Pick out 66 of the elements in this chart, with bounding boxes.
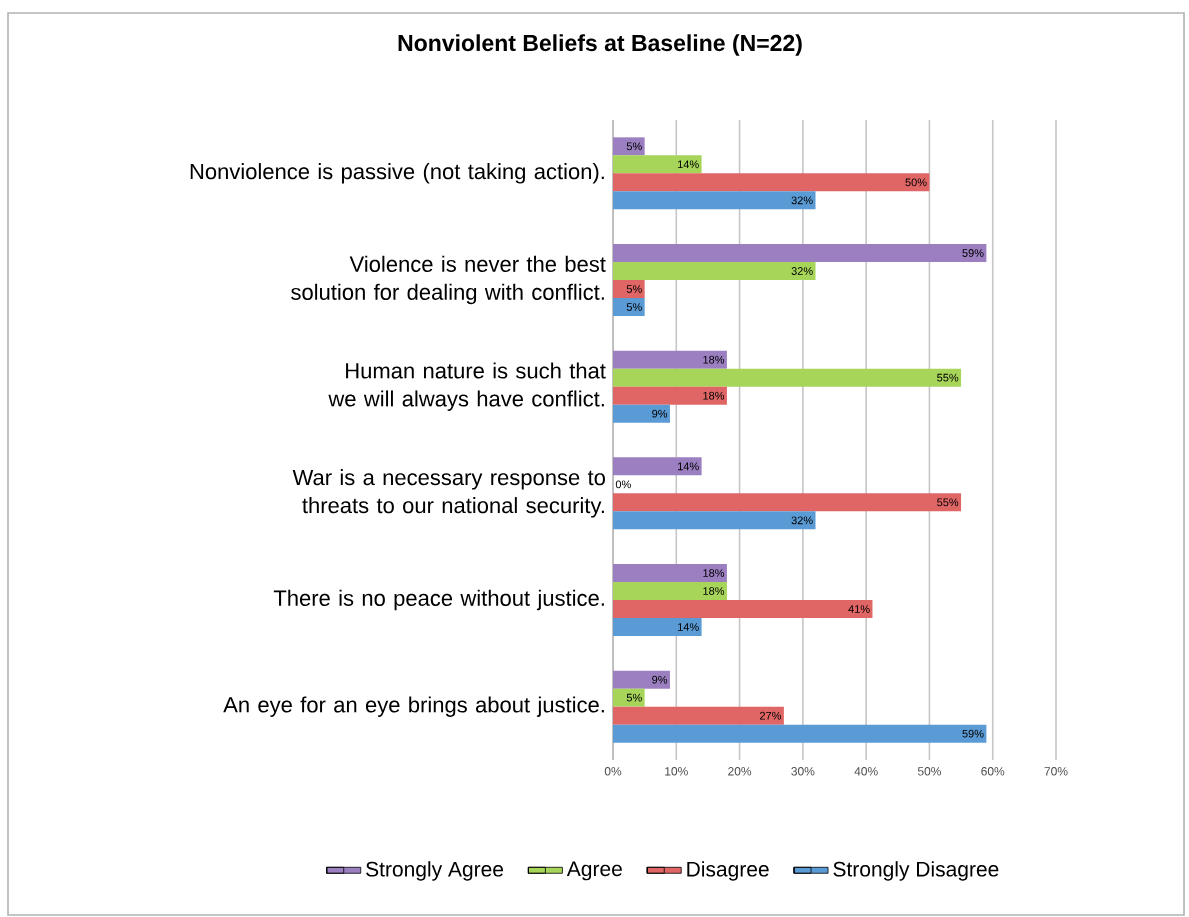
x-tick-label: 0%	[604, 767, 622, 776]
data-label: 18%	[703, 355, 725, 364]
data-label: 32%	[791, 196, 813, 205]
data-label: 27%	[760, 711, 782, 720]
bar	[613, 564, 727, 583]
bar	[613, 137, 645, 156]
data-label: 55%	[937, 498, 959, 507]
legend-label: Strongly Agree	[366, 861, 504, 881]
data-label: 50%	[905, 178, 927, 187]
data-label: 59%	[962, 729, 984, 738]
bar	[613, 457, 702, 476]
x-tick-label: 10%	[665, 767, 688, 776]
bar	[613, 350, 727, 369]
y-tick-label: Human nature is such that we will always have conflict.	[328, 362, 606, 411]
data-label: 5%	[626, 285, 642, 293]
data-label: 55%	[937, 373, 959, 382]
bar	[613, 173, 930, 192]
x-tick-label: 60%	[981, 767, 1005, 776]
data-label: 5%	[626, 303, 642, 311]
bar	[613, 386, 727, 405]
y-tick-label: Nonviolence is passive (not taking action).	[190, 163, 604, 184]
y-tick-label: War is a necessary response to threats to our national security.	[292, 469, 605, 518]
data-label: 41%	[848, 605, 870, 613]
x-tick-label: 30%	[791, 767, 815, 776]
chart-title: Nonviolent Beliefs at Baseline (N=22)	[398, 34, 802, 56]
bar	[613, 368, 962, 387]
bar	[613, 670, 670, 689]
legend-label: Disagree	[687, 861, 769, 881]
bar	[613, 688, 645, 707]
bar	[613, 298, 645, 317]
y-tick-label: An eye for an eye brings about justice.	[223, 696, 604, 717]
bar	[613, 706, 784, 725]
y-tick-label: Violence is never the best solution for dealing with conflict.	[291, 255, 606, 305]
data-label: 18%	[703, 569, 725, 577]
bar	[613, 404, 670, 423]
x-tick-label: 70%	[1044, 767, 1068, 776]
bar	[613, 244, 987, 263]
bar	[613, 511, 816, 530]
bar	[613, 724, 987, 743]
data-label: 18%	[703, 391, 725, 400]
data-label: 14%	[678, 160, 699, 169]
x-tick-label: 20%	[728, 767, 752, 776]
data-label: 0%	[615, 480, 631, 489]
y-tick-label: There is no peace without justice.	[273, 589, 604, 611]
bar	[613, 600, 873, 619]
bar	[613, 582, 727, 601]
legend-label: Strongly Disagree	[833, 861, 999, 881]
bar	[613, 155, 702, 174]
data-label: 14%	[678, 623, 699, 631]
data-label: 14%	[678, 462, 699, 471]
data-label: 32%	[791, 516, 813, 525]
x-tick-label: 40%	[854, 767, 878, 776]
legend-label: Agree	[566, 861, 622, 881]
data-label: 18%	[703, 587, 725, 595]
data-label: 5%	[626, 142, 642, 151]
bar	[613, 280, 645, 299]
data-label: 9%	[652, 409, 668, 418]
x-tick-label: 50%	[917, 767, 942, 776]
data-label: 32%	[791, 267, 813, 275]
bar	[613, 191, 816, 210]
data-label: 9%	[652, 675, 668, 684]
bar	[613, 262, 816, 281]
bar	[613, 618, 702, 637]
data-label: 5%	[626, 693, 642, 702]
data-label: 59%	[962, 249, 984, 257]
bar	[613, 493, 962, 512]
